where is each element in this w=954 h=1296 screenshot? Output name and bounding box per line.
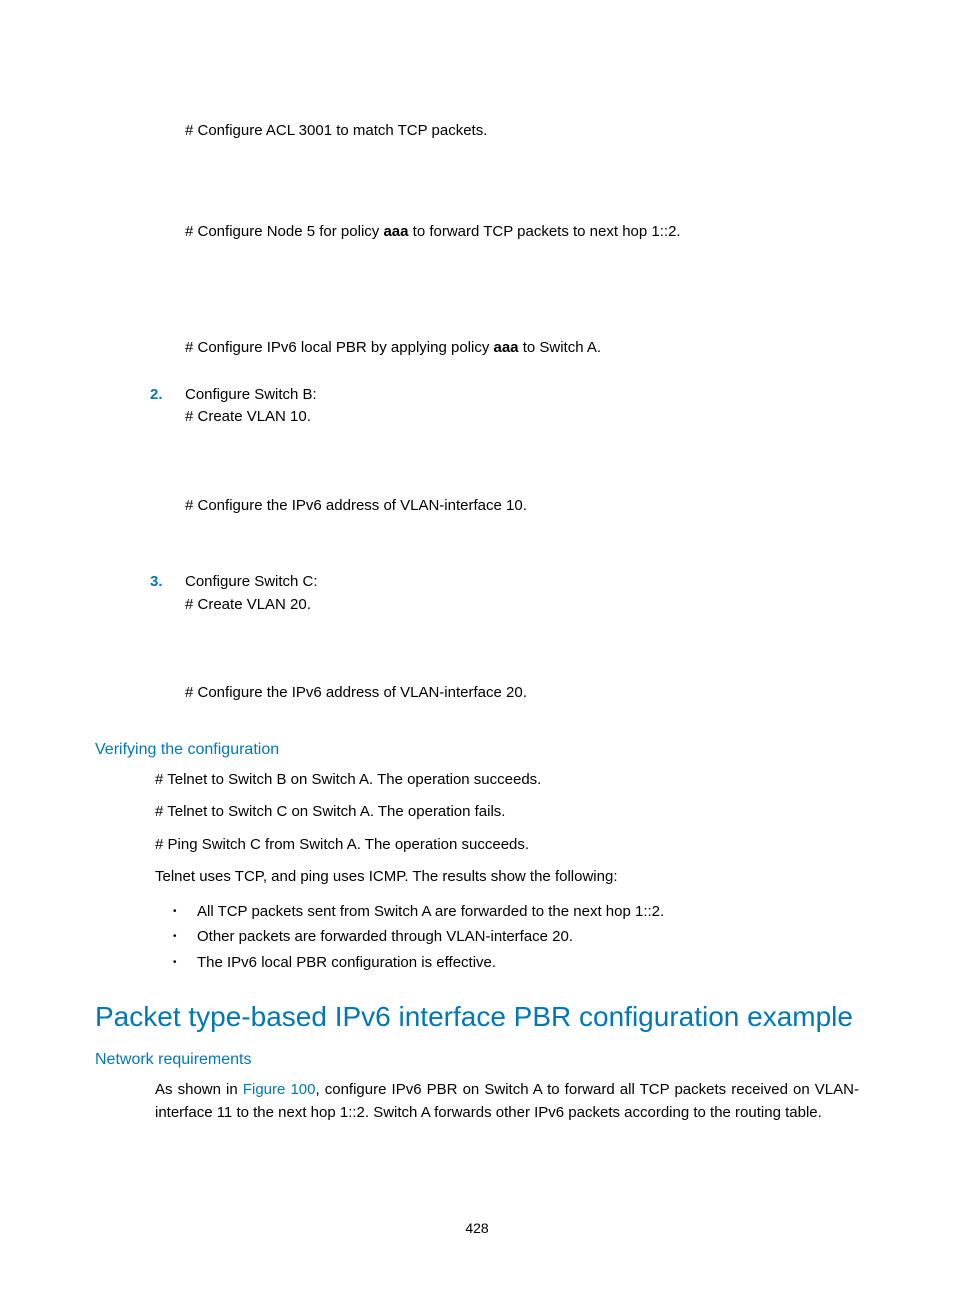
figure-link[interactable]: Figure 100 — [243, 1081, 316, 1098]
document-page: # Configure ACL 3001 to match TCP packet… — [0, 0, 954, 1296]
paragraph: # Telnet to Switch B on Switch A. The op… — [155, 769, 859, 792]
bullet-item: Other packets are forwarded through VLAN… — [155, 924, 859, 950]
bullet-icon — [155, 950, 197, 976]
text: # Create VLAN 20. — [185, 594, 859, 617]
policy-name: aaa — [383, 223, 408, 240]
text: to Switch A. — [519, 339, 602, 356]
list-number: 3. — [95, 571, 185, 616]
ordered-list-item: 2. Configure Switch B: # Create VLAN 10. — [95, 384, 859, 429]
config-step: # Configure the IPv6 address of VLAN-int… — [185, 495, 859, 518]
text: to forward TCP packets to next hop 1::2. — [408, 223, 680, 240]
text: Configure Switch C: — [185, 571, 859, 594]
config-step: # Configure the IPv6 address of VLAN-int… — [185, 682, 859, 705]
text: # Configure IPv6 local PBR by applying p… — [185, 339, 494, 356]
section-heading: Verifying the configuration — [95, 741, 859, 759]
paragraph: Telnet uses TCP, and ping uses ICMP. The… — [155, 866, 859, 889]
text: # Configure Node 5 for policy — [185, 223, 383, 240]
page-title: Packet type-based IPv6 interface PBR con… — [95, 1001, 859, 1033]
bullet-item: All TCP packets sent from Switch A are f… — [155, 899, 859, 925]
text: The IPv6 local PBR configuration is effe… — [197, 950, 859, 976]
text: All TCP packets sent from Switch A are f… — [197, 899, 859, 925]
bullet-icon — [155, 924, 197, 950]
paragraph: As shown in Figure 100, configure IPv6 P… — [155, 1079, 859, 1124]
bullet-icon — [155, 899, 197, 925]
page-number: 428 — [0, 1220, 954, 1236]
config-step: # Configure ACL 3001 to match TCP packet… — [185, 120, 859, 143]
text: Other packets are forwarded through VLAN… — [197, 924, 859, 950]
list-number: 2. — [95, 384, 185, 429]
text: # Create VLAN 10. — [185, 406, 859, 429]
text: Configure Switch B: — [185, 384, 859, 407]
paragraph: # Telnet to Switch C on Switch A. The op… — [155, 801, 859, 824]
section-heading: Network requirements — [95, 1051, 859, 1069]
config-step: # Configure IPv6 local PBR by applying p… — [185, 337, 859, 360]
ordered-list-item: 3. Configure Switch C: # Create VLAN 20. — [95, 571, 859, 616]
bullet-item: The IPv6 local PBR configuration is effe… — [155, 950, 859, 976]
policy-name: aaa — [494, 339, 519, 356]
paragraph: # Ping Switch C from Switch A. The opera… — [155, 834, 859, 857]
text: As shown in — [155, 1081, 243, 1098]
config-step: # Configure Node 5 for policy aaa to for… — [185, 221, 859, 244]
